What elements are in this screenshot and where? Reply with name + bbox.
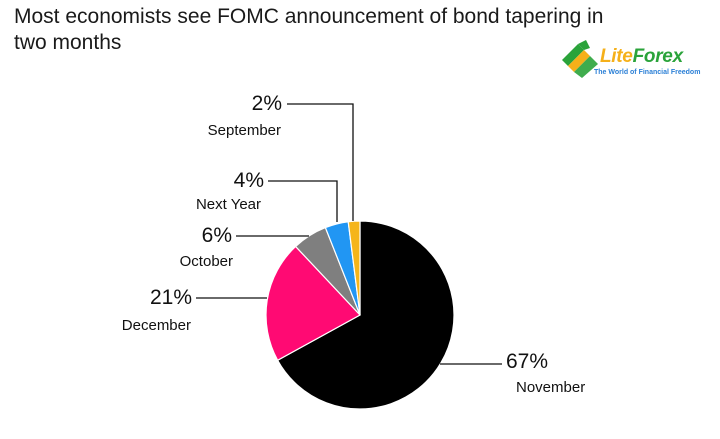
leader-line-next-year <box>268 180 338 222</box>
pie-slice-november <box>276 220 455 410</box>
category-label-september: September <box>208 122 281 139</box>
data-label-october: 6% <box>202 224 232 247</box>
data-label-december: 21% <box>150 286 192 309</box>
category-label-november: November <box>516 379 585 396</box>
category-label-october: October <box>180 253 233 270</box>
pie-slice-september <box>347 220 361 316</box>
category-label-december: December <box>122 317 191 334</box>
logo-brand: LiteForex <box>600 46 683 68</box>
data-label-next-year: 4% <box>234 169 264 192</box>
liteforex-logo-icon <box>562 40 598 78</box>
logo-brand-lite: Lite <box>600 46 633 67</box>
leader-line-september <box>287 103 354 221</box>
data-label-september: 2% <box>252 92 282 115</box>
logo-tagline: The World of Financial Freedom <box>594 69 701 76</box>
liteforex-logo: LiteForex The World of Financial Freedom <box>560 36 710 86</box>
chart-title: Most economists see FOMC announcement of… <box>14 5 604 54</box>
pie-slice-december <box>265 245 361 362</box>
logo-brand-forex: Forex <box>632 46 684 67</box>
category-label-next-year: Next Year <box>196 196 261 213</box>
data-label-november: 67% <box>506 350 548 373</box>
